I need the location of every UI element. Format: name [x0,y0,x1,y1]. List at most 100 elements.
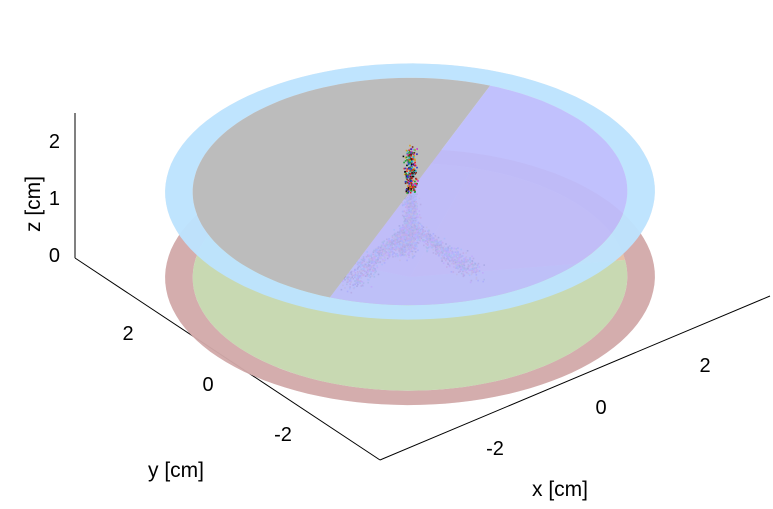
scatter-point [405,156,408,159]
x-axis-line [379,295,771,461]
scatter-point [411,175,414,178]
scatter-point [407,160,410,162]
scatter-point [409,187,411,189]
scatter-point [406,176,409,179]
scatter-point [411,174,413,176]
top-half-front [329,85,628,306]
scatter-point [410,183,413,185]
scatter-point [410,188,412,190]
scatter-point [409,185,411,188]
scatter-point [403,167,406,170]
scatter-point [414,164,417,167]
scatter-point [410,174,412,176]
scatter-point [408,180,411,183]
x-axis-label: x [cm] [532,478,588,501]
scatter-point [415,178,418,181]
scatter-point [406,185,409,187]
scatter-point [406,175,409,177]
scatter-point [410,164,413,167]
scatter-point [406,168,409,170]
scatter-point [405,173,407,176]
scatter-point [414,173,416,175]
scatter-point [406,170,408,172]
scatter-point [410,190,413,192]
scatter-point [408,167,410,170]
scatter-point [408,188,411,191]
scatter-point [412,168,415,171]
scatter-point [411,172,414,174]
scatter-point [405,172,407,175]
z-axis-label: z [cm] [22,176,45,232]
scatter-point [415,171,417,174]
scatter-point [413,183,416,185]
scatter-point [405,188,408,191]
scatter-point [415,182,418,185]
scatter-point [413,163,416,166]
scatter-point [412,172,415,175]
scatter-point [407,188,410,190]
scatter-point [407,186,410,189]
scatter-point [410,177,412,180]
scatter-point [410,160,413,162]
scatter-point [406,178,408,181]
scatter-point [411,186,414,189]
y-axis-label: y [cm] [148,459,204,482]
scatter-point [404,171,406,173]
scatter-point [404,180,407,183]
scatter-point [413,167,415,170]
scatter-point [407,189,409,191]
scatter-point [411,146,414,148]
scatter-point [408,175,411,177]
scatter-point [414,180,416,183]
scatter-point [410,154,412,156]
scatter-point [404,156,407,159]
scatter-point [408,157,410,159]
scatter-point [408,156,411,158]
z-tick-label: 0 [49,245,60,267]
scatter-point [407,155,410,157]
scatter-point [407,174,410,176]
scatter-trunk-top [402,144,419,194]
scene-layer [165,63,655,406]
scatter-point [414,149,416,151]
scatter-point [409,162,411,165]
scatter-point [411,166,414,169]
scatter-point [412,155,415,158]
scatter-point [407,180,410,183]
scatter-point [410,155,412,157]
scatter-point [408,172,411,175]
scatter-point [408,182,410,185]
scatter-point [411,157,414,160]
scatter-point [411,160,414,163]
scatter-point [406,159,408,161]
scatter-point [410,148,412,150]
scatter-point [410,175,413,177]
scatter-point [412,157,415,159]
scatter-point [415,170,417,172]
y-tick-label: 2 [122,323,133,345]
scatter-point [416,153,418,155]
scatter-point [403,173,406,176]
scatter-point [410,180,412,182]
scatter-point [408,177,411,179]
scatter-point [412,152,414,154]
scatter-point [409,144,411,147]
scatter-point [410,163,413,166]
z-tick-label: 2 [49,131,60,153]
scatter-point [412,179,415,182]
scatter-point [413,158,416,161]
scatter-point [407,163,410,165]
scatter-point [407,190,410,193]
scatter-point [405,176,408,179]
scatter-point [415,184,418,187]
scatter-point [411,169,413,172]
scatter-point [413,187,415,190]
scatter-point [414,169,416,172]
scatter-point [411,177,413,180]
scatter-point [409,173,412,175]
scatter-point [403,161,405,164]
scatter-point [405,149,408,152]
scatter-point [416,166,418,169]
x-tick-label: 2 [699,355,710,377]
